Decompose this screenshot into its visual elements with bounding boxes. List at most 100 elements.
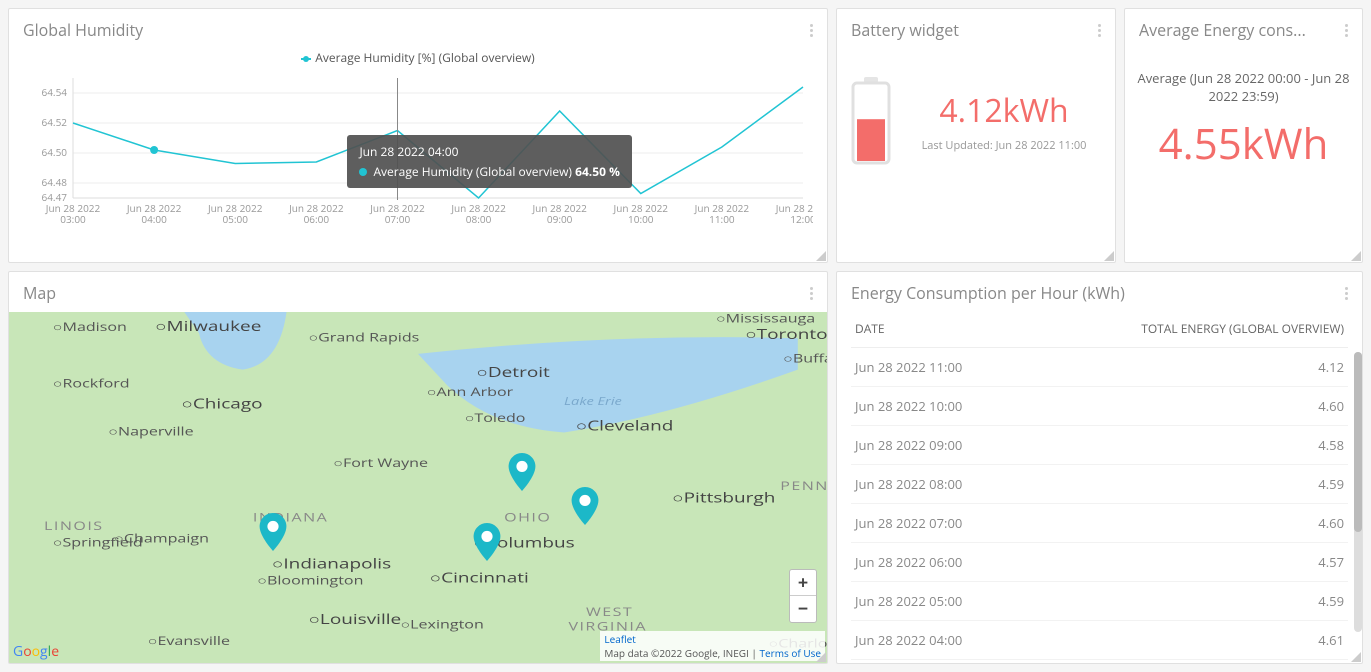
table-row: Jun 28 2022 10:004.60 — [851, 387, 1348, 426]
map-city-label: ○Lexington — [400, 617, 483, 633]
map-city-label: ○Chicago — [181, 394, 262, 413]
map-state-label: WEST — [586, 604, 633, 620]
svg-text:64.48: 64.48 — [42, 175, 68, 189]
humidity-title: Global Humidity — [23, 19, 143, 41]
map-state-label: LINOIS — [44, 518, 103, 534]
energy-table-card: Energy Consumption per Hour (kWh) DATE T… — [836, 271, 1363, 664]
map-city-label: ○Ann Arbor — [427, 384, 514, 400]
cell-date: Jun 28 2022 06:00 — [851, 543, 1027, 582]
map-city-label: ○Bloomington — [257, 573, 363, 589]
map-city-label: ○Milwaukee — [155, 316, 261, 335]
resize-handle-icon[interactable] — [1102, 249, 1114, 261]
svg-text:04:00: 04:00 — [141, 212, 167, 226]
svg-text:08:00: 08:00 — [466, 212, 492, 226]
cell-energy: 4.59 — [1027, 465, 1348, 504]
map-pin-icon[interactable] — [571, 487, 599, 525]
map-city-label: ○Springfield — [53, 535, 143, 551]
card-menu-icon[interactable] — [1345, 24, 1348, 37]
map-city-label: ○Toronto — [745, 324, 827, 343]
map-city-label: ○Rockford — [53, 376, 130, 392]
svg-text:11:00: 11:00 — [709, 212, 735, 226]
map-city-label: ○Indianapolis — [272, 554, 391, 573]
battery-icon — [849, 77, 893, 165]
map-pin-icon[interactable] — [508, 453, 536, 491]
map-city-label: ○Evansville — [148, 634, 230, 650]
svg-text:64.52: 64.52 — [42, 115, 68, 129]
battery-card: Battery widget 4.12kWh Last Updated: Jun… — [836, 8, 1116, 263]
zoom-in-button[interactable]: + — [790, 570, 816, 596]
energy-table-title: Energy Consumption per Hour (kWh) — [851, 282, 1125, 304]
map-attribution: Leaflet Map data ©2022 Google, INEGI | T… — [600, 631, 825, 661]
cell-date: Jun 28 2022 09:00 — [851, 426, 1027, 465]
svg-text:06:00: 06:00 — [304, 212, 330, 226]
cell-date: Jun 28 2022 11:00 — [851, 348, 1027, 387]
chart-legend: Average Humidity [%] (Global overview) — [23, 49, 813, 66]
resize-handle-icon[interactable] — [814, 249, 826, 261]
table-row: Jun 28 2022 11:004.12 — [851, 348, 1348, 387]
cell-energy: 4.57 — [1027, 543, 1348, 582]
table-row: Jun 28 2022 07:004.60 — [851, 504, 1348, 543]
cell-energy: 4.60 — [1027, 387, 1348, 426]
avg-energy-value: 4.55kWh — [1133, 115, 1354, 172]
table-row: Jun 28 2022 06:004.57 — [851, 543, 1348, 582]
zoom-out-button[interactable]: − — [790, 596, 816, 622]
cell-energy: 4.59 — [1027, 582, 1348, 621]
dashboard: Global Humidity Average Humidity [%] (Gl… — [8, 8, 1363, 664]
humidity-chart[interactable]: 64.4764.4864.5064.5264.54Jun 28 202203:0… — [23, 68, 813, 228]
avg-energy-card: Average Energy cons... Average (Jun 28 2… — [1124, 8, 1363, 263]
svg-text:12:00: 12:00 — [790, 212, 813, 226]
map-city-label: ○Louisville — [308, 609, 401, 628]
cell-energy: 4.61 — [1027, 621, 1348, 660]
map-city-label: ○Toledo — [465, 410, 526, 426]
map-city-label: ○Pittsburgh — [672, 488, 775, 507]
terms-link[interactable]: Terms of Use — [760, 646, 821, 660]
google-logo: Google — [13, 642, 59, 661]
cell-date: Jun 28 2022 08:00 — [851, 465, 1027, 504]
lake-label: Lake Erie — [564, 394, 622, 409]
map-city-label: ○Grand Rapids — [308, 330, 419, 346]
card-menu-icon[interactable] — [1345, 287, 1348, 300]
table-col-energy: TOTAL ENERGY (GLOBAL OVERVIEW) — [1027, 312, 1348, 348]
svg-text:64.54: 64.54 — [42, 85, 68, 99]
card-menu-icon[interactable] — [810, 287, 813, 300]
cell-date: Jun 28 2022 04:00 — [851, 621, 1027, 660]
svg-text:10:00: 10:00 — [628, 212, 654, 226]
map-city-label: ○Madison — [53, 319, 127, 335]
cell-energy: 4.12 — [1027, 348, 1348, 387]
resize-handle-icon[interactable] — [814, 650, 826, 662]
energy-table: DATE TOTAL ENERGY (GLOBAL OVERVIEW) Jun … — [851, 312, 1348, 660]
map-pin-icon[interactable] — [473, 523, 501, 561]
map-city-label: ○Detroit — [476, 362, 550, 381]
map-city-label: ○Cincinnati — [430, 567, 529, 586]
avg-energy-period: Average (Jun 28 2022 00:00 - Jun 28 2022… — [1133, 69, 1354, 105]
map-city-label: ○Buffalo — [783, 351, 827, 367]
svg-text:07:00: 07:00 — [385, 212, 411, 226]
map-state-label: PENNSYL — [780, 479, 827, 495]
map-state-label: OHIO — [504, 510, 551, 526]
battery-title: Battery widget — [851, 19, 959, 41]
table-row: Jun 28 2022 04:004.61 — [851, 621, 1348, 660]
table-row: Jun 28 2022 08:004.59 — [851, 465, 1348, 504]
map-canvas[interactable]: Lake Erie ○Madison ○Milwaukee ○Rockford ○Ch… — [9, 312, 827, 663]
map-city-label: ○Naperville — [108, 424, 193, 440]
card-menu-icon[interactable] — [1098, 24, 1101, 37]
svg-text:64.50: 64.50 — [42, 145, 68, 159]
map-title: Map — [23, 282, 56, 304]
cell-energy: 4.60 — [1027, 504, 1348, 543]
svg-text:09:00: 09:00 — [547, 212, 573, 226]
map-pin-icon[interactable] — [259, 513, 287, 551]
battery-value: 4.12kWh — [905, 89, 1103, 132]
card-menu-icon[interactable] — [810, 24, 813, 37]
resize-handle-icon[interactable] — [1349, 249, 1361, 261]
battery-updated: Last Updated: Jun 28 2022 11:00 — [905, 138, 1103, 153]
leaflet-link[interactable]: Leaflet — [604, 632, 635, 646]
cell-date: Jun 28 2022 07:00 — [851, 504, 1027, 543]
scrollbar[interactable] — [1354, 352, 1362, 632]
avg-energy-title: Average Energy cons... — [1139, 19, 1306, 41]
humidity-card: Global Humidity Average Humidity [%] (Gl… — [8, 8, 828, 263]
resize-handle-icon[interactable] — [1349, 650, 1361, 662]
table-col-date: DATE — [851, 312, 1027, 348]
cell-date: Jun 28 2022 05:00 — [851, 582, 1027, 621]
map-card: Map Lake Erie ○Madison ○Milwaukee ○Rockfor… — [8, 271, 828, 664]
map-city-label: ○Cleveland — [576, 416, 674, 435]
